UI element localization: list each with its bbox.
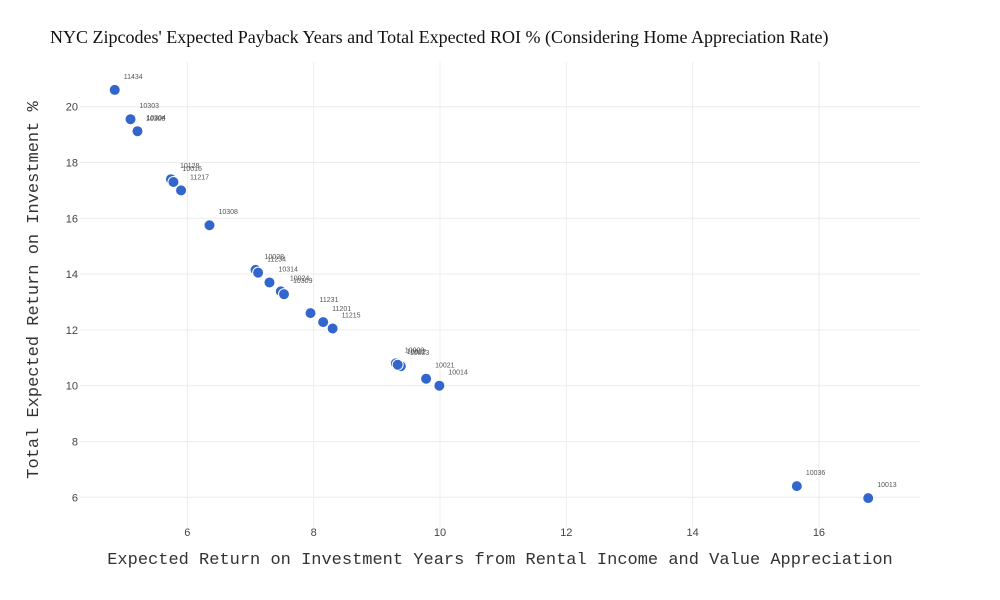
data-point <box>175 184 188 197</box>
data-point-label: 10309 <box>293 278 313 285</box>
y-tick-label: 20 <box>66 102 78 114</box>
gridlines <box>80 62 920 528</box>
data-point <box>326 322 339 335</box>
data-point-label: 10306 <box>146 116 166 123</box>
data-point <box>433 379 446 392</box>
tick-labels: 6 8 10 12 14 16 6 8 10 12 14 16 18 20 <box>66 102 825 539</box>
data-point <box>252 266 265 279</box>
data-point-label: 10036 <box>806 470 826 477</box>
data-point-label: 10021 <box>435 363 455 370</box>
data-point-label: 10016 <box>182 166 202 173</box>
data-point <box>278 288 290 301</box>
data-point <box>391 358 404 371</box>
data-point-label: 11434 <box>124 74 143 81</box>
y-tick-label: 8 <box>72 436 78 448</box>
y-tick-label: 18 <box>66 157 78 169</box>
data-point-label: 10023 <box>410 350 430 357</box>
x-axis-title: Expected Return on Investment Years from… <box>107 551 893 570</box>
chart-title: NYC Zipcodes' Expected Payback Years and… <box>50 27 828 48</box>
data-point <box>124 113 137 126</box>
data-point-label: 10028 <box>265 254 285 261</box>
y-axis-title: Total Expected Return on Investment % <box>25 100 44 478</box>
data-point <box>167 175 180 188</box>
data-point <box>263 276 276 289</box>
data-point <box>203 219 216 232</box>
x-tick-label: 8 <box>311 527 317 539</box>
data-point <box>131 125 144 138</box>
data-point <box>304 307 317 320</box>
data-point-label: 11215 <box>342 312 361 319</box>
x-tick-label: 10 <box>434 527 446 539</box>
data-point-label: 10014 <box>448 370 468 377</box>
data-point-label: 10308 <box>218 209 238 216</box>
data-point-label: 10128 <box>180 163 200 170</box>
data-point-label: 11217 <box>190 174 209 181</box>
y-tick-label: 16 <box>66 213 78 225</box>
data-point-label: 10024 <box>290 275 310 282</box>
x-tick-label: 14 <box>687 527 699 539</box>
data-point <box>790 480 803 493</box>
data-point <box>317 316 330 329</box>
data-point-label: 11201 <box>332 306 351 313</box>
y-tick-label: 6 <box>72 492 78 504</box>
x-tick-label: 12 <box>560 527 572 539</box>
x-tick-label: 16 <box>813 527 825 539</box>
data-point-label: 10303 <box>140 103 160 110</box>
y-tick-label: 12 <box>66 325 78 337</box>
data-point-label: 10003 <box>405 347 425 354</box>
x-tick-label: 6 <box>184 527 190 539</box>
y-tick-label: 10 <box>66 381 78 393</box>
data-point-label: 10314 <box>278 266 298 273</box>
data-point-label: 11231 <box>320 297 339 304</box>
data-point <box>420 372 433 385</box>
data-points <box>108 83 875 505</box>
data-point-label: 10022 <box>407 349 427 356</box>
data-point <box>108 83 121 96</box>
data-point <box>862 492 875 505</box>
data-point-label: 10013 <box>877 482 897 489</box>
y-tick-label: 14 <box>66 269 78 281</box>
data-point-label: 11234 <box>267 257 286 264</box>
data-point-label: 10304 <box>146 115 166 122</box>
